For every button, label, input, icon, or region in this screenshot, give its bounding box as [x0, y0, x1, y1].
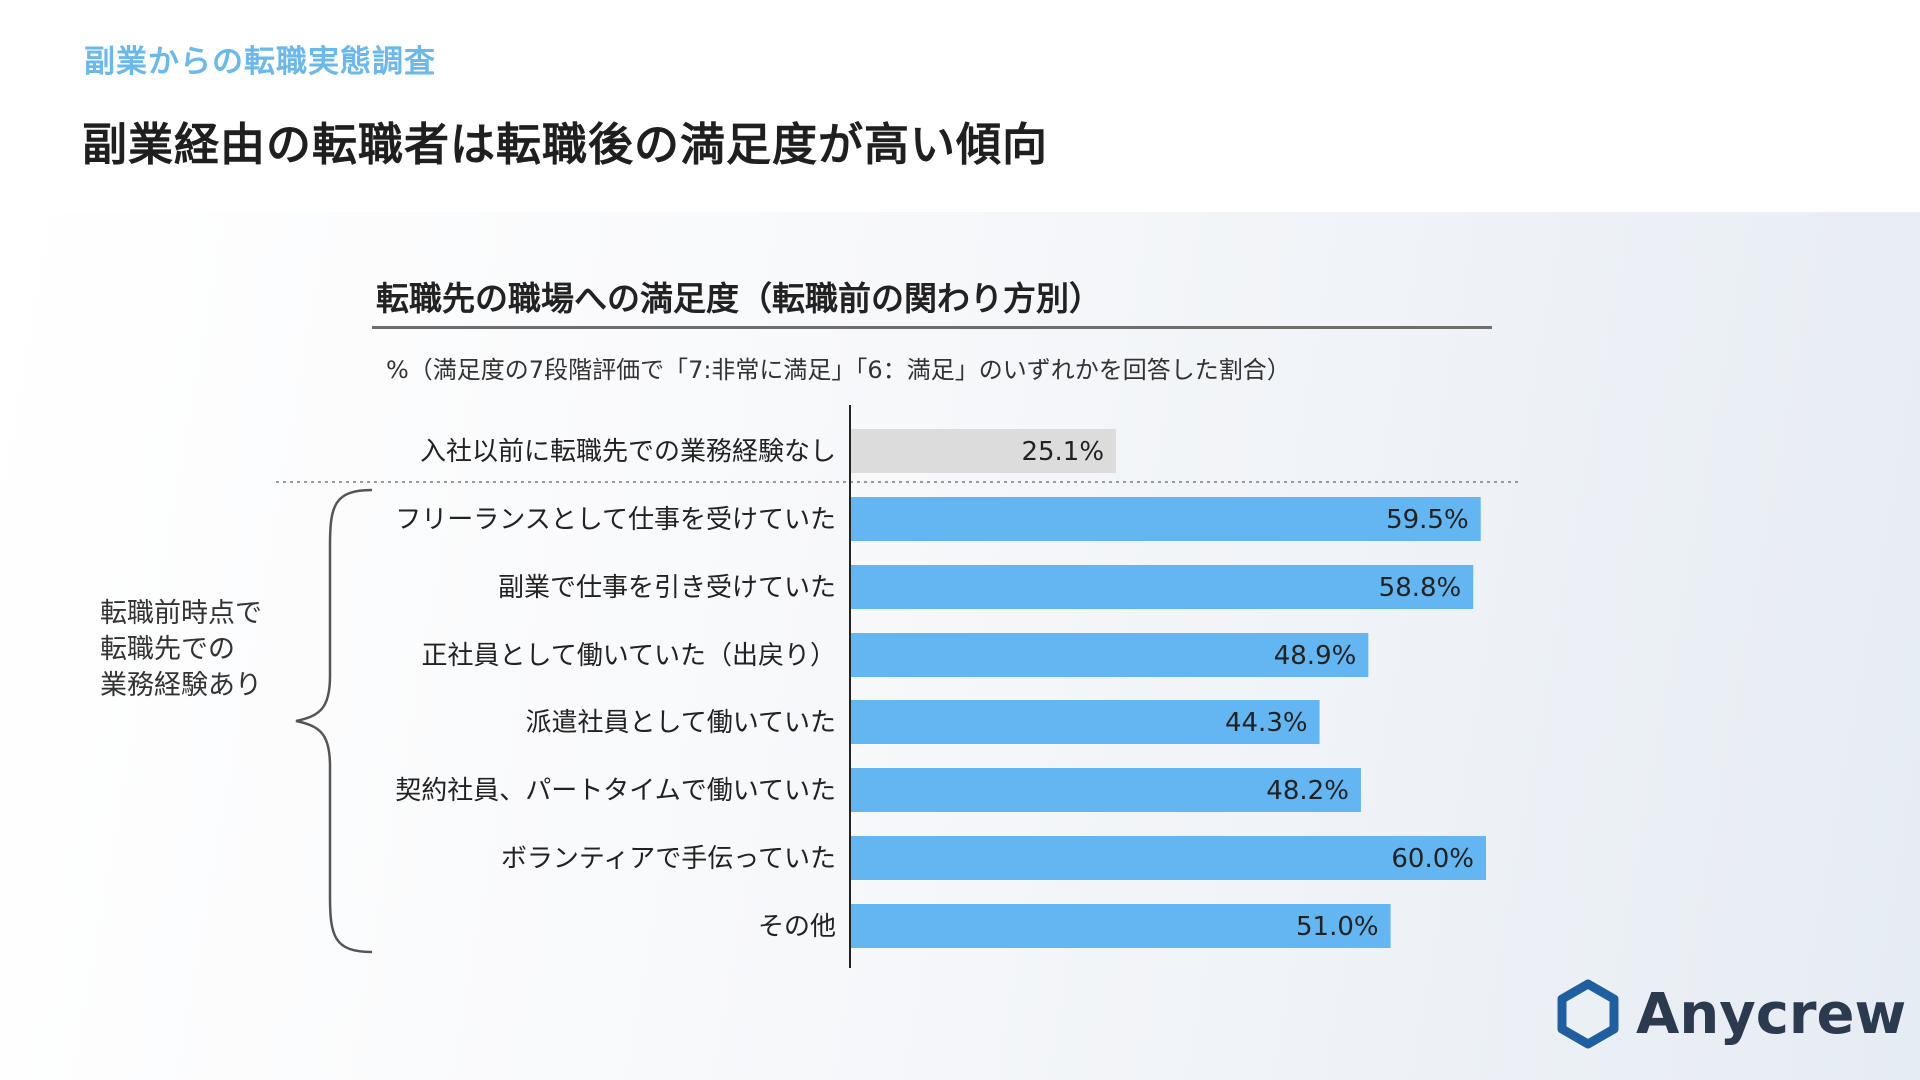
data-label-1: 25.1% — [1021, 437, 1104, 467]
data-label-7: 60.0% — [1391, 844, 1474, 874]
chart-subtitle: %（満足度の7段階評価で「7:非常に満足」「6：満足」のいずれかを回答した割合） — [386, 356, 1291, 384]
data-label-2: 59.5% — [1386, 505, 1469, 535]
bar-2 — [850, 497, 1481, 541]
bar-1 — [850, 429, 1117, 473]
category-label-1: 入社以前に転職先での業務経験なし — [420, 437, 836, 467]
data-label-8: 51.0% — [1296, 912, 1379, 942]
data-label-6: 48.2% — [1266, 776, 1349, 806]
data-label-3: 58.8% — [1379, 573, 1462, 603]
group-brace — [295, 488, 373, 954]
chart-title-rule — [372, 326, 1492, 329]
category-label-4: 正社員として働いていた（出戻り） — [422, 641, 836, 671]
brand-logo: Anycrew — [1556, 978, 1906, 1050]
category-label-3: 副業で仕事を引き受けていた — [498, 573, 836, 603]
data-label-5: 44.3% — [1225, 708, 1308, 738]
bar-6 — [850, 768, 1361, 812]
category-label-2: フリーランスとして仕事を受けていた — [395, 505, 836, 535]
report-eyebrow: 副業からの転職実態調査 — [84, 44, 436, 80]
category-label-5: 派遣社員として働いていた — [526, 708, 836, 738]
bar-7 — [850, 836, 1486, 880]
page-headline: 副業経由の転職者は転職後の満足度が高い傾向 — [82, 118, 1049, 171]
category-label-8: その他 — [758, 912, 836, 942]
category-label-6: 契約社員、パートタイムで働いていた — [395, 776, 836, 806]
data-label-4: 48.9% — [1274, 641, 1357, 671]
bar-3 — [850, 565, 1474, 609]
chart-title: 転職先の職場への満足度（転職前の関わり方別） — [376, 279, 1102, 318]
bar-8 — [850, 904, 1391, 948]
bar-4 — [850, 633, 1369, 677]
bar-5 — [850, 700, 1320, 744]
hexagon-icon — [1557, 979, 1619, 1049]
group-label: 転職前時点で 転職先での 業務経験あり — [100, 598, 262, 701]
brand-name: Anycrew — [1636, 981, 1907, 1047]
category-label-7: ボランティアで手伝っていた — [501, 844, 836, 874]
